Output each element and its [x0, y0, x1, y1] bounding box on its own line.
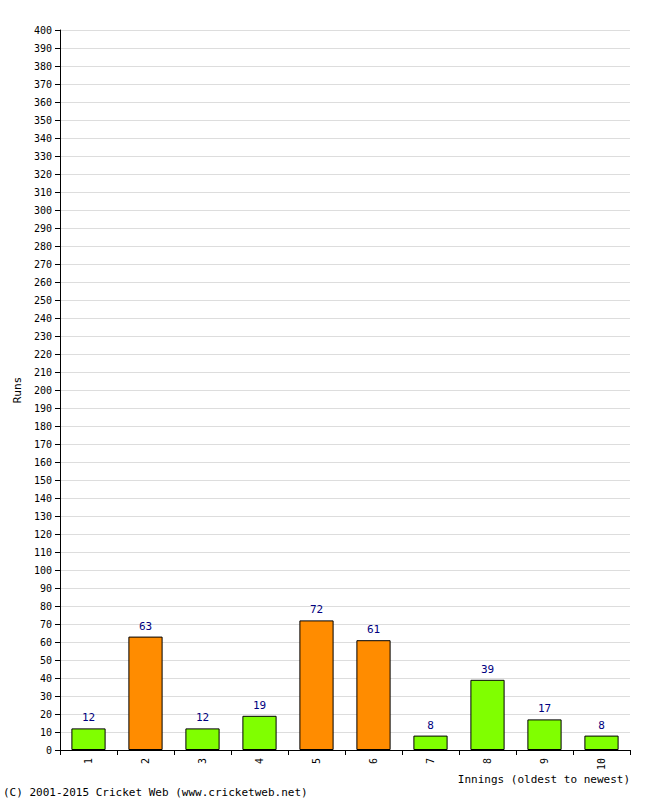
svg-text:350: 350 [34, 115, 52, 126]
svg-text:380: 380 [34, 61, 52, 72]
svg-text:230: 230 [34, 331, 52, 342]
svg-text:12: 12 [82, 711, 95, 724]
svg-text:330: 330 [34, 151, 52, 162]
svg-text:210: 210 [34, 367, 52, 378]
svg-text:370: 370 [34, 79, 52, 90]
svg-text:10: 10 [40, 727, 52, 738]
svg-text:290: 290 [34, 223, 52, 234]
svg-text:8: 8 [482, 758, 493, 764]
svg-text:340: 340 [34, 133, 52, 144]
svg-text:10: 10 [596, 758, 607, 770]
svg-text:240: 240 [34, 313, 52, 324]
svg-text:(C) 2001-2015 Cricket Web (www: (C) 2001-2015 Cricket Web (www.cricketwe… [3, 786, 308, 799]
svg-text:3: 3 [197, 758, 208, 764]
svg-text:61: 61 [367, 623, 380, 636]
svg-text:70: 70 [40, 619, 52, 630]
svg-text:50: 50 [40, 655, 52, 666]
svg-text:390: 390 [34, 43, 52, 54]
svg-text:1: 1 [83, 758, 94, 764]
svg-text:9: 9 [539, 758, 550, 764]
svg-text:180: 180 [34, 421, 52, 432]
svg-text:100: 100 [34, 565, 52, 576]
svg-text:80: 80 [40, 601, 52, 612]
svg-text:19: 19 [253, 699, 266, 712]
svg-text:190: 190 [34, 403, 52, 414]
svg-text:160: 160 [34, 457, 52, 468]
svg-text:320: 320 [34, 169, 52, 180]
svg-text:110: 110 [34, 547, 52, 558]
svg-text:200: 200 [34, 385, 52, 396]
svg-text:20: 20 [40, 709, 52, 720]
svg-text:30: 30 [40, 691, 52, 702]
svg-text:4: 4 [254, 758, 265, 764]
svg-text:220: 220 [34, 349, 52, 360]
svg-text:8: 8 [598, 719, 605, 732]
svg-text:400: 400 [34, 25, 52, 36]
svg-text:2: 2 [140, 758, 151, 764]
svg-text:150: 150 [34, 475, 52, 486]
svg-text:Innings (oldest to newest): Innings (oldest to newest) [458, 773, 630, 786]
svg-text:17: 17 [538, 702, 551, 715]
svg-text:12: 12 [196, 711, 209, 724]
svg-text:250: 250 [34, 295, 52, 306]
svg-text:5: 5 [311, 758, 322, 764]
svg-text:8: 8 [427, 719, 434, 732]
svg-text:39: 39 [481, 663, 494, 676]
svg-text:0: 0 [46, 745, 52, 756]
svg-text:6: 6 [368, 758, 379, 764]
svg-text:120: 120 [34, 529, 52, 540]
svg-text:170: 170 [34, 439, 52, 450]
svg-text:Runs: Runs [11, 377, 24, 404]
svg-text:310: 310 [34, 187, 52, 198]
svg-text:280: 280 [34, 241, 52, 252]
svg-text:140: 140 [34, 493, 52, 504]
svg-text:260: 260 [34, 277, 52, 288]
svg-text:300: 300 [34, 205, 52, 216]
svg-text:270: 270 [34, 259, 52, 270]
svg-text:130: 130 [34, 511, 52, 522]
svg-text:40: 40 [40, 673, 52, 684]
svg-text:7: 7 [425, 758, 436, 764]
svg-text:90: 90 [40, 583, 52, 594]
svg-text:72: 72 [310, 603, 323, 616]
svg-text:60: 60 [40, 637, 52, 648]
svg-text:360: 360 [34, 97, 52, 108]
svg-text:63: 63 [139, 620, 152, 633]
